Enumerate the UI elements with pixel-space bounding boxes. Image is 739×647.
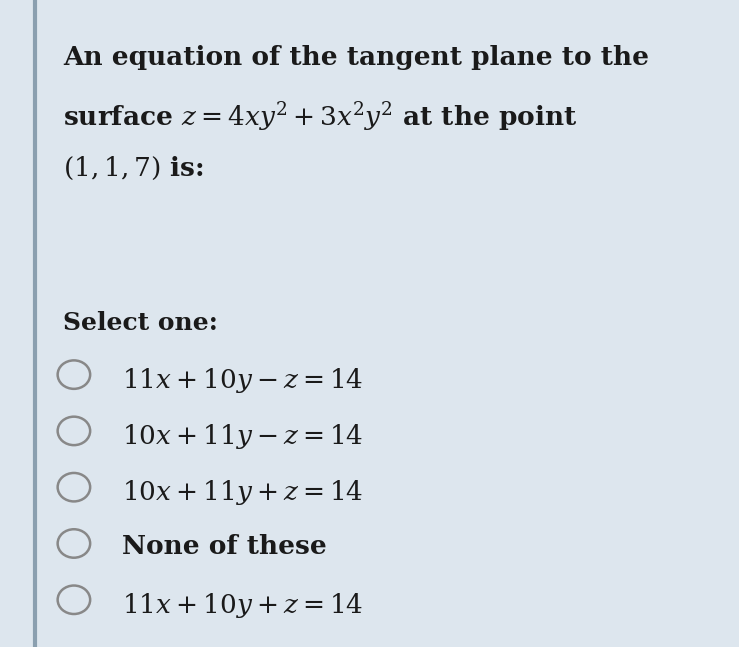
Text: $11x + 10y - z = 14$: $11x + 10y - z = 14$	[122, 366, 363, 395]
Text: $11x + 10y + z = 14$: $11x + 10y + z = 14$	[122, 591, 363, 620]
Text: $10x + 11y + z = 14$: $10x + 11y + z = 14$	[122, 478, 363, 507]
Text: surface $z = 4xy^2 + 3x^2y^2$ at the point: surface $z = 4xy^2 + 3x^2y^2$ at the poi…	[63, 100, 577, 134]
Text: $10x + 11y - z = 14$: $10x + 11y - z = 14$	[122, 422, 363, 451]
Text: Select one:: Select one:	[63, 311, 218, 334]
Text: $(1, 1, 7)$ is:: $(1, 1, 7)$ is:	[63, 155, 204, 182]
Text: None of these: None of these	[122, 534, 327, 560]
Text: An equation of the tangent plane to the: An equation of the tangent plane to the	[63, 45, 649, 71]
